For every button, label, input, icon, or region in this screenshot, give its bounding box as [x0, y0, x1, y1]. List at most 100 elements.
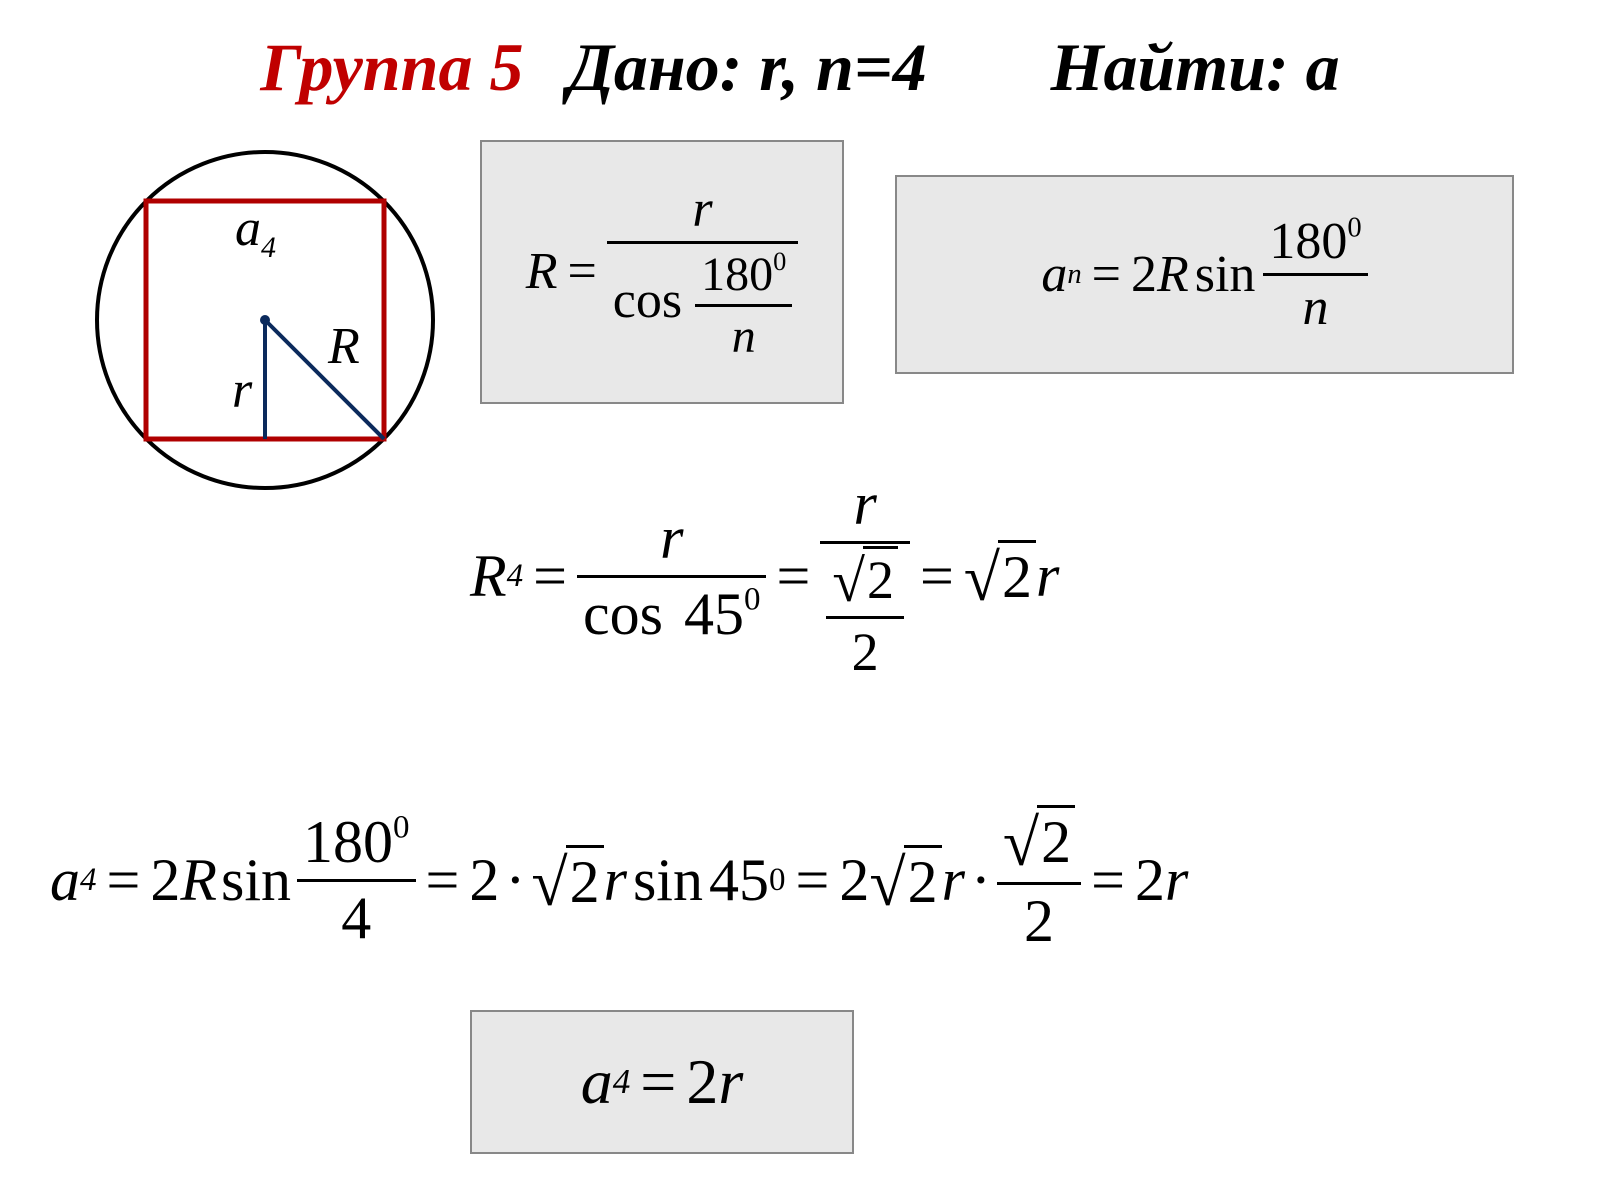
var-r: r	[1165, 846, 1188, 915]
sub-4: 4	[613, 1062, 631, 1102]
var-a: a	[581, 1045, 613, 1119]
fn-cos: cos	[613, 272, 682, 329]
den: cos 450	[577, 580, 766, 649]
equals-sign: =	[920, 542, 954, 611]
var-a: a	[1041, 245, 1067, 304]
fn-sin: sin	[221, 846, 291, 915]
inner-num: 1800	[695, 246, 792, 302]
num-r: r	[577, 504, 766, 573]
sub-4: 4	[507, 558, 524, 595]
radicand-2: 2	[566, 845, 604, 917]
derivation-a4: a4 = 2R sin 1800 4 = 2· √2r sin 450 = 2 …	[50, 805, 1188, 956]
var-a: a	[50, 846, 80, 915]
given-label: Дано: r, n=4	[567, 29, 926, 105]
diagram-svg: а4 r R	[90, 145, 440, 495]
degree-sup: 0	[773, 246, 786, 276]
den-2: 2	[997, 887, 1081, 956]
dot-op: ·	[505, 846, 525, 915]
var-r: r	[604, 846, 627, 915]
numerator-r: r	[607, 180, 799, 239]
nested-bar	[826, 616, 904, 619]
geometry-diagram: а4 r R	[90, 145, 440, 495]
sub-n: n	[1067, 259, 1081, 291]
frac-180-4: 1800 4	[297, 808, 416, 953]
formula-box-result: a4 = 2r	[470, 1010, 854, 1154]
den-n: n	[1263, 278, 1367, 337]
num: √2	[997, 805, 1081, 880]
var-r: r	[1036, 542, 1059, 611]
bar	[577, 575, 766, 578]
sub-4: 4	[80, 862, 97, 899]
page: Группа 5 Дано: r, n=4 Найти: а а4 r R R …	[0, 0, 1600, 1200]
degree-sup: 0	[1347, 213, 1361, 244]
var-R: R	[526, 242, 558, 301]
sqrt-2: √2	[869, 845, 941, 917]
label-R: R	[327, 318, 360, 375]
num: 1800	[297, 808, 416, 877]
coef-2: 2	[469, 846, 499, 915]
degree-sup: 0	[744, 581, 761, 617]
group-label: Группа 5	[260, 29, 523, 105]
equals-sign: =	[776, 542, 810, 611]
find-label: Найти: а	[1051, 29, 1340, 105]
bar	[820, 541, 910, 544]
formula-R: R = r cos 1800 n	[526, 180, 799, 364]
formula-box-R: R = r cos 1800 n	[480, 140, 844, 404]
equals-sign: =	[1091, 846, 1125, 915]
nested-den-2: 2	[826, 621, 904, 683]
var-r: r	[942, 846, 965, 915]
derivation-R4: R4 = r cos 450 = r √2 2 =	[470, 470, 1059, 683]
num-180: 180	[1269, 213, 1347, 270]
frac-2: r √2 2	[820, 470, 910, 683]
slide-header: Группа 5 Дано: r, n=4 Найти: а	[0, 28, 1600, 107]
equals-sign: =	[426, 846, 460, 915]
arg-45: 45	[709, 846, 769, 915]
fraction-bar	[607, 241, 799, 244]
frac-sqrt2-2: √2 2	[997, 805, 1081, 956]
dot-op: ·	[971, 846, 991, 915]
var-r: r	[718, 1045, 743, 1119]
inner-den-n: n	[695, 309, 792, 364]
degree-sup: 0	[393, 809, 410, 845]
denominator: cos 1800 n	[607, 246, 799, 364]
fn-sin: sin	[633, 846, 703, 915]
equals-sign: =	[795, 846, 829, 915]
result-formula: a4 = 2r	[581, 1045, 744, 1119]
num-180: 180	[303, 809, 393, 875]
label-r: r	[232, 362, 253, 419]
radius-R	[265, 320, 384, 439]
coef-2: 2	[1135, 846, 1165, 915]
coef-2: 2	[686, 1045, 718, 1119]
degree-sup: 0	[769, 862, 786, 899]
coef-2: 2	[150, 846, 180, 915]
formula-an: an = 2R sin 1800 n	[1041, 212, 1367, 337]
sqrt-2: √2	[531, 845, 603, 917]
fraction: 1800 n	[1263, 212, 1367, 337]
radicand-2: 2	[998, 540, 1036, 612]
coef-2: 2	[1131, 245, 1157, 304]
equals-sign: =	[533, 542, 567, 611]
sqrt-2: √2	[832, 546, 898, 611]
den-nested: √2 2	[820, 546, 910, 683]
radicand-2: 2	[904, 845, 942, 917]
radicand-2: 2	[863, 546, 898, 611]
radicand-2: 2	[1037, 805, 1075, 877]
fraction: r cos 1800 n	[607, 180, 799, 364]
center-dot	[260, 315, 270, 325]
label-a4: а4	[235, 200, 276, 264]
var-R: R	[180, 846, 217, 915]
frac-1: r cos 450	[577, 504, 766, 649]
den-4: 4	[297, 884, 416, 953]
var-R: R	[1157, 245, 1189, 304]
equals-sign: =	[567, 242, 596, 301]
arg-45: 45	[684, 581, 744, 647]
num: 1800	[1263, 212, 1367, 271]
bar	[1263, 273, 1367, 276]
sqrt-2: √2	[964, 540, 1036, 612]
coef-2: 2	[839, 846, 869, 915]
inner-bar	[695, 304, 792, 307]
inner-fraction: 1800 n	[695, 246, 792, 364]
bar	[297, 879, 416, 882]
bar	[997, 882, 1081, 885]
fn-sin: sin	[1195, 245, 1256, 304]
